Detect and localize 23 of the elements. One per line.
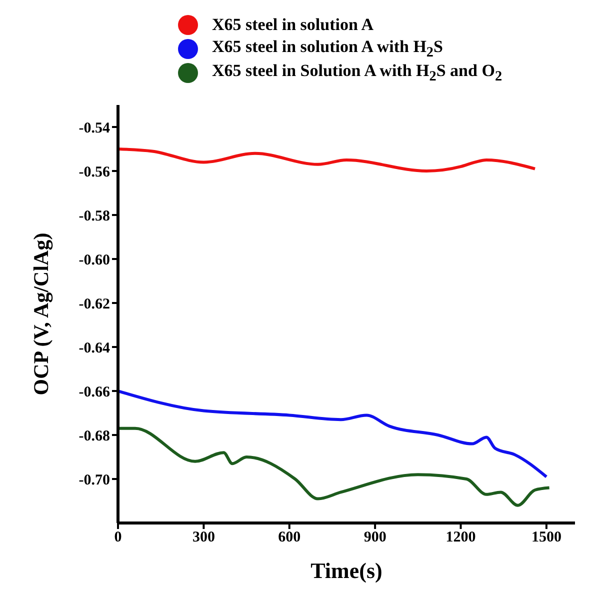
y-tick-label: -0.70 [78,472,110,488]
y-tick-label: -0.68 [78,428,110,444]
line-series [118,148,537,172]
y-tick-label: -0.62 [78,296,110,312]
x-tick-label: 900 [364,530,386,546]
x-axis-title: Time(s) [310,558,382,583]
line-series [118,426,551,507]
y-tick-label: -0.58 [78,208,110,224]
y-tick-label: -0.66 [78,384,110,400]
x-tick-label: 600 [278,530,301,546]
x-tick-label: 300 [192,530,215,546]
x-tick-label: 1500 [531,530,562,546]
y-axis-title: OCP (V, Ag/ClAg) [29,232,53,396]
y-tick-label: -0.64 [78,340,110,356]
legend-label: X65 steel in solution A with H$_{2}$S [212,36,443,62]
legend-label: X65 steel in Solution A with H$_{2}$S and O$_{2}$ [212,60,502,86]
legend-label: X65 steel in solution A [212,15,374,35]
line-series [118,390,548,478]
x-tick-label: 1200 [446,530,476,546]
x-tick-label: 0 [114,530,122,546]
y-tick-label: -0.54 [78,120,110,136]
y-tick-label: -0.60 [78,252,110,268]
y-tick-label: -0.56 [78,164,110,180]
